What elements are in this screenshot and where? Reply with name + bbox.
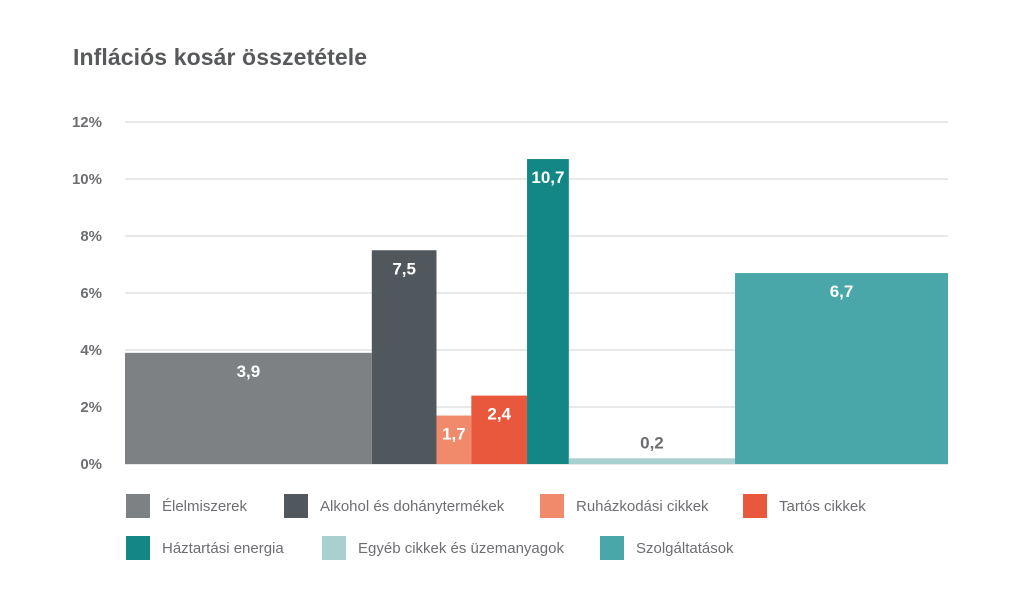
y-tick-label: 0%: [80, 456, 102, 473]
legend-item-haztartasi-energia: Háztartási energia: [126, 536, 322, 560]
data-label: 1,7: [442, 425, 466, 444]
legend-item-szolgaltatasok: Szolgáltatások: [600, 536, 734, 560]
bar: [436, 415, 472, 464]
y-tick-label: 12%: [72, 114, 102, 131]
bar: [471, 395, 528, 464]
chart-legend: Élelmiszerek Alkohol és dohánytermékek R…: [126, 494, 956, 578]
legend-item-ruhazkodasi: Ruházkodási cikkek: [540, 494, 743, 518]
legend-swatch: [540, 494, 564, 518]
legend-swatch: [284, 494, 308, 518]
legend-label: Háztartási energia: [162, 539, 284, 557]
chart-title: Inflációs kosár összetétele: [73, 44, 368, 70]
legend-label: Alkohol és dohánytermékek: [320, 497, 505, 515]
chart-plot: 0% 2% 4% 6% 8% 10% 12% 3,9 7,5 1,7 2,4 10,7 0,2 6,7: [72, 114, 948, 473]
legend-label: Tartós cikkek: [779, 497, 866, 515]
legend-item-alkohol: Alkohol és dohánytermékek: [284, 494, 540, 518]
legend-label: Élelmiszerek: [162, 497, 248, 515]
data-label: 7,5: [392, 259, 416, 278]
bar: [527, 159, 569, 465]
legend-label: Szolgáltatások: [636, 539, 734, 557]
legend-swatch: [600, 536, 624, 560]
data-label: 3,9: [237, 362, 261, 381]
y-tick-label: 10%: [72, 171, 102, 188]
y-tick-label: 6%: [80, 285, 102, 302]
legend-swatch: [126, 536, 150, 560]
y-tick-label: 4%: [80, 342, 102, 359]
legend-swatch: [322, 536, 346, 560]
bar: [125, 352, 372, 464]
legend-item-egyeb-cikkek: Egyéb cikkek és üzemanyagok: [322, 536, 600, 560]
legend-row: Háztartási energia Egyéb cikkek és üzema…: [126, 536, 956, 560]
legend-item-elelmiszerek: Élelmiszerek: [126, 494, 284, 518]
legend-row: Élelmiszerek Alkohol és dohánytermékek R…: [126, 494, 956, 518]
bar: [735, 273, 948, 464]
bar: [568, 458, 736, 464]
data-label: 0,2: [640, 433, 664, 452]
y-tick-label: 8%: [80, 228, 102, 245]
legend-swatch: [126, 494, 150, 518]
legend-label: Egyéb cikkek és üzemanyagok: [358, 539, 564, 557]
data-label: 10,7: [531, 168, 564, 187]
bar: [371, 250, 437, 464]
data-label: 6,7: [830, 282, 854, 301]
data-label: 2,4: [487, 405, 511, 424]
y-tick-label: 2%: [80, 399, 102, 416]
legend-item-tartos: Tartós cikkek: [743, 494, 866, 518]
legend-label: Ruházkodási cikkek: [576, 497, 709, 515]
legend-swatch: [743, 494, 767, 518]
